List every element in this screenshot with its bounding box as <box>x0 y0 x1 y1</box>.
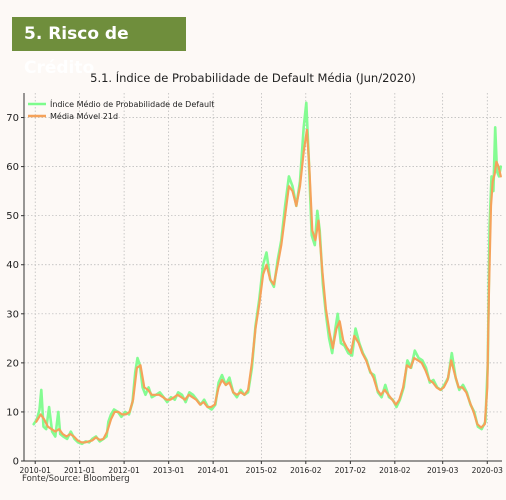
y-tick-label: 10 <box>6 407 19 418</box>
x-tick-label: 2015-02 <box>246 466 278 475</box>
chart-axes <box>23 93 502 462</box>
chart-title: 5.1. Índice de Probabilidade de Default … <box>90 71 416 85</box>
x-tick-label: 2013-01 <box>153 466 185 475</box>
x-tick-label: 2019-03 <box>427 466 459 475</box>
x-tick-label: 2012-01 <box>108 466 140 475</box>
y-tick-label: 60 <box>6 162 19 173</box>
series-line-media-movel <box>35 128 502 444</box>
section-title-banner: 5. Risco de Crédito <box>12 17 186 78</box>
y-tick-label: 70 <box>6 113 19 124</box>
y-tick-label: 50 <box>6 211 19 222</box>
y-tick-label: 40 <box>6 260 19 271</box>
legend-label: Índice Médio de Probabilidade de Default <box>50 98 214 109</box>
legend-label: Média Móvel 21d <box>50 111 118 121</box>
x-tick-label: 2016-02 <box>290 466 322 475</box>
x-tick-label: 2010-01 <box>20 466 52 475</box>
chart-ticks: 0 10 20 30 40 50 60 70 2010-01 2011-01 2012-01 2013… <box>6 113 503 475</box>
section-title: 5. Risco de Crédito <box>24 24 129 78</box>
y-tick-label: 30 <box>6 309 19 320</box>
y-tick-label: 0 <box>13 457 19 468</box>
source-note: Fonte/Source: Bloomberg <box>22 474 130 484</box>
x-tick-label: 2020-03 <box>472 466 504 475</box>
series-line-indice-medio <box>32 101 503 446</box>
x-tick-label: 2017-02 <box>335 466 367 475</box>
y-tick-label: 20 <box>6 358 19 369</box>
x-tick-label: 2014-01 <box>197 466 229 475</box>
chart-legend: Índice Médio de Probabilidade de Default… <box>28 98 214 121</box>
chart-series <box>32 101 503 446</box>
x-tick-label: 2018-02 <box>379 466 411 475</box>
x-tick-label: 2011-01 <box>64 466 96 475</box>
